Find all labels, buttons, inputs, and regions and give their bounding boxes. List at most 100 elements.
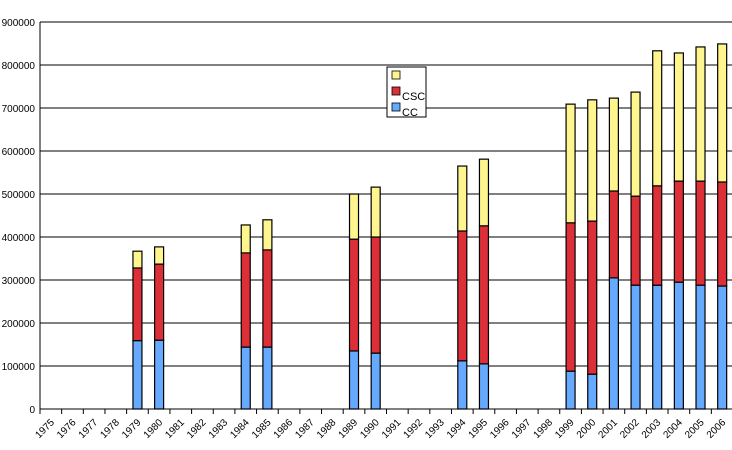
x-tick-label: 1989 xyxy=(337,417,361,441)
bar-segment xyxy=(457,230,468,362)
legend-label: CSC xyxy=(402,91,425,103)
x-tick-label: 1999 xyxy=(553,417,577,441)
x-tick-label: 2006 xyxy=(705,417,729,441)
x-tick-label: 1992 xyxy=(402,417,426,441)
bar-segment xyxy=(154,339,165,410)
x-tick-label: 1988 xyxy=(315,417,339,441)
x-tick-label: 1993 xyxy=(423,417,447,441)
bar-segment xyxy=(717,181,728,287)
x-tick-label: 1983 xyxy=(207,417,231,441)
bar-segment xyxy=(608,190,619,279)
x-tick-label: 1987 xyxy=(293,417,317,441)
y-tick-label: 600000 xyxy=(2,147,36,158)
bar-segment xyxy=(262,249,273,348)
bar-segment xyxy=(673,281,684,410)
bar-segment xyxy=(132,340,143,410)
y-tick-label: 900000 xyxy=(2,18,36,29)
x-tick-label: 1994 xyxy=(445,417,469,441)
x-tick-label: 1975 xyxy=(33,417,57,441)
x-tick-label: 1982 xyxy=(185,417,209,441)
bar-segment xyxy=(154,246,165,265)
bar-segment xyxy=(370,186,381,238)
bar-segment xyxy=(608,277,619,410)
bar-segment xyxy=(630,195,641,286)
bar-segment xyxy=(695,180,706,286)
bar-segment xyxy=(695,46,706,182)
y-tick-label: 100000 xyxy=(2,362,36,373)
x-tick-label: 1986 xyxy=(272,417,296,441)
x-tick-label: 1985 xyxy=(250,417,274,441)
bar-segment xyxy=(565,222,576,372)
y-tick-label: 200000 xyxy=(2,319,36,330)
y-tick-label: 0 xyxy=(29,405,35,416)
bar-segment xyxy=(673,180,684,283)
y-tick-label: 300000 xyxy=(2,276,36,287)
x-tick-label: 1997 xyxy=(510,417,534,441)
bar-segment xyxy=(565,370,576,410)
bar-segment xyxy=(478,158,490,227)
x-tick-label: 1995 xyxy=(467,417,491,441)
x-tick-label: 1979 xyxy=(120,417,144,441)
x-tick-label: 1991 xyxy=(380,417,404,441)
bar-segment xyxy=(457,165,468,232)
bar-segment xyxy=(132,250,143,269)
bar-segment xyxy=(348,193,360,240)
x-tick-label: 2005 xyxy=(683,417,707,441)
bar-segment xyxy=(608,97,619,192)
x-tick-label: 1978 xyxy=(98,417,122,441)
x-tick-label: 1998 xyxy=(532,417,556,441)
bar-segment xyxy=(695,284,706,410)
legend-label: CC xyxy=(402,107,418,119)
bar-segment xyxy=(717,285,728,410)
bar-segment xyxy=(154,263,165,341)
x-tick-label: 1977 xyxy=(77,417,101,441)
bar-segment xyxy=(673,52,684,182)
bar-segment xyxy=(370,236,381,354)
bar-segment xyxy=(478,225,490,365)
x-tick-label: 2000 xyxy=(575,417,599,441)
bars xyxy=(132,43,728,410)
bar-segment xyxy=(370,352,381,410)
bar-segment xyxy=(457,360,468,410)
bar-segment xyxy=(240,252,251,348)
x-tick-label: 1984 xyxy=(228,417,252,441)
y-axis-ticks: 0 100000 200000 300000 400000 500000 600000 700… xyxy=(2,18,36,416)
bar-segment xyxy=(240,346,251,410)
bar-segment xyxy=(132,267,143,342)
y-tick-label: 400000 xyxy=(2,233,36,244)
legend-swatch xyxy=(391,70,401,80)
y-tick-label: 500000 xyxy=(2,190,36,201)
bar-segment xyxy=(478,363,490,410)
x-tick-label: 2003 xyxy=(640,417,664,441)
bar-segment xyxy=(652,284,663,410)
legend-swatch xyxy=(391,86,401,96)
bar-segment xyxy=(565,103,576,224)
bar-segment xyxy=(348,238,360,352)
y-tick-label: 700000 xyxy=(2,104,36,115)
x-tick-label: 2004 xyxy=(661,417,685,441)
x-tick-label: 1981 xyxy=(163,417,187,441)
bar-segment xyxy=(652,185,663,286)
bar-segment xyxy=(652,50,663,187)
bar-segment xyxy=(587,99,598,222)
bar-segment xyxy=(348,350,360,410)
x-tick-label: 1990 xyxy=(358,417,382,441)
bar-segment xyxy=(630,284,641,410)
legend-swatch xyxy=(391,102,401,112)
bar-segment xyxy=(240,224,251,254)
gridlines xyxy=(39,21,732,414)
x-tick-label: 2001 xyxy=(597,417,621,441)
bar-segment xyxy=(630,91,641,197)
x-tick-label: 2002 xyxy=(618,417,642,441)
legend: CSC CC xyxy=(386,66,427,119)
bar-segment xyxy=(587,373,598,410)
bar-segment xyxy=(262,346,273,410)
x-tick-label: 1976 xyxy=(55,417,79,441)
x-tick-label: 1996 xyxy=(488,417,512,441)
bar-segment xyxy=(262,219,273,251)
y-tick-label: 800000 xyxy=(2,61,36,72)
x-axis-ticks: 1975197619771978197919801981198219831984… xyxy=(33,409,729,441)
x-tick-label: 1980 xyxy=(142,417,166,441)
bar-segment xyxy=(587,220,598,375)
